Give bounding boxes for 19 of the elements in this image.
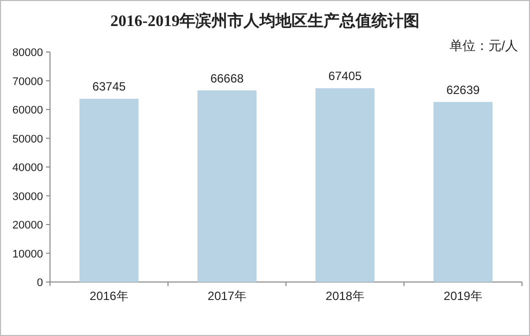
data-label: 62639 xyxy=(446,82,480,97)
chart-title: 2016-2019年滨州市人均地区生产总值统计图 xyxy=(110,12,420,30)
y-tick-label: 30000 xyxy=(12,190,43,203)
x-tick-label: 2016年 xyxy=(90,289,128,303)
data-label: 66668 xyxy=(210,71,244,86)
y-tick-label: 0 xyxy=(36,277,43,289)
annotation: 单位：元/人 xyxy=(449,38,518,53)
y-tick-label: 60000 xyxy=(12,104,43,116)
x-tick-label: 2019年 xyxy=(444,289,482,303)
x-tick-label: 2018年 xyxy=(326,289,364,303)
x-tick-label: 2017年 xyxy=(208,289,246,303)
y-tick-label: 40000 xyxy=(12,162,43,174)
y-tick-label: 50000 xyxy=(12,133,43,146)
y-tick-label: 70000 xyxy=(12,76,43,88)
data-label: 63745 xyxy=(92,80,126,94)
y-tick-label: 20000 xyxy=(12,220,43,232)
data-label: 67405 xyxy=(328,69,362,84)
y-tick-label: 80000 xyxy=(12,47,43,59)
y-tick-label: 10000 xyxy=(12,248,43,260)
